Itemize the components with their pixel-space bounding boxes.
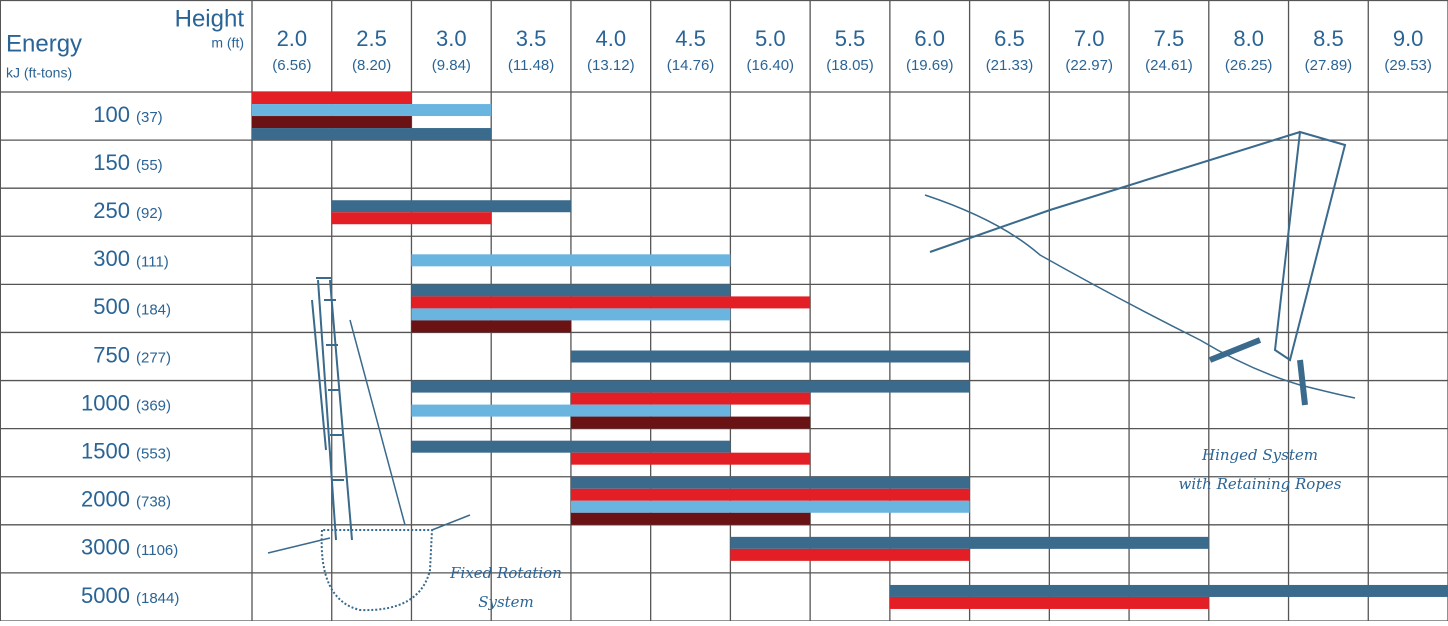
column-ft-label: (6.56) [272,57,311,74]
row-ft-label: (369) [136,398,171,415]
bar [331,212,492,225]
bar [252,116,412,129]
row-ft-label: (738) [136,494,171,511]
fixed-ground [267,319,471,554]
illustrations [267,130,1356,612]
row-ft-label: (277) [136,349,171,366]
column-ft-label: (16.40) [747,57,795,74]
bar [889,584,1448,597]
column-ft-label: (22.97) [1065,57,1113,74]
row-label: 100 [93,102,130,127]
fixed-foundation [320,529,434,612]
column-ft-label: (21.33) [986,57,1034,74]
bar [570,512,811,525]
column-label: 8.5 [1313,26,1344,51]
row-label: 250 [93,198,130,223]
height-unit: m (ft) [211,35,244,51]
column-ft-label: (29.53) [1384,57,1432,74]
column-label: 7.0 [1074,26,1105,51]
bar [252,128,492,141]
column-label: 6.5 [994,26,1025,51]
row-label: 500 [93,294,130,319]
row-label: 2000 [81,487,130,512]
column-ft-label: (13.12) [587,57,635,74]
bar [570,416,811,429]
row-label: 750 [93,342,130,367]
bar [411,296,811,309]
annotation: Fixed Rotation [449,564,562,582]
bar [411,404,731,417]
column-label: 2.5 [356,26,387,51]
bar [570,500,970,513]
bar [570,392,811,405]
bar [411,440,731,453]
row-label: 300 [93,246,130,271]
column-ft-label: (9.84) [432,57,471,74]
column-label: 4.5 [675,26,706,51]
row-ft-label: (184) [136,301,171,318]
bar [411,254,731,267]
row-label: 1000 [81,390,130,415]
bar [730,548,970,561]
row-ft-label: (55) [136,157,163,174]
row-ft-label: (92) [136,205,163,222]
column-label: 6.0 [914,26,945,51]
column-label: 3.0 [436,26,467,51]
bar [570,476,970,489]
bar [331,200,571,213]
column-label: 7.5 [1154,26,1185,51]
column-label: 5.5 [835,26,866,51]
column-ft-label: (27.89) [1305,57,1353,74]
row-label: 1500 [81,438,130,463]
fixed-mast-rungs [324,299,344,481]
column-ft-label: (8.20) [352,57,391,74]
column-ft-label: (24.61) [1145,57,1193,74]
hinged-anchors [1208,337,1308,406]
hinged-ground [924,194,1356,399]
annotation: Hinged System [1201,446,1318,464]
bar [411,320,571,333]
row-label: 5000 [81,583,130,608]
bar [570,488,970,501]
column-label: 2.0 [277,26,308,51]
energy-label: Energy [6,30,82,57]
height-label: Height [175,5,245,32]
row-ft-label: (111) [136,253,169,270]
bar [570,350,970,363]
bar [889,596,1209,609]
row-ft-label: (1106) [136,542,178,559]
annotation: with Retaining Ropes [1178,475,1341,493]
bar [411,380,970,393]
column-label: 9.0 [1393,26,1424,51]
column-label: 5.0 [755,26,786,51]
fixed-mast [311,277,353,541]
column-label: 8.0 [1233,26,1264,51]
column-ft-label: (14.76) [667,57,715,74]
bar [730,536,1209,549]
bar [252,104,492,117]
column-ft-label: (18.05) [826,57,874,74]
column-label: 4.0 [596,26,627,51]
bar [411,308,731,321]
bar [570,452,811,465]
column-ft-label: (26.25) [1225,57,1273,74]
row-ft-label: (1844) [136,590,179,607]
row-label: 150 [93,150,130,175]
column-ft-label: (11.48) [508,57,554,74]
column-ft-label: (19.69) [906,57,954,74]
annotation: System [478,593,534,611]
bar [411,284,731,297]
hinged-mast [929,130,1347,362]
column-label: 3.5 [516,26,547,51]
row-label: 3000 [81,535,130,560]
energy-unit: kJ (ft-tons) [6,65,72,81]
row-ft-label: (553) [136,446,171,463]
row-ft-label: (37) [136,109,163,126]
bar [252,92,412,105]
